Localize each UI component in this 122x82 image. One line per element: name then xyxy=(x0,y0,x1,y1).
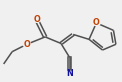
Circle shape xyxy=(66,71,73,76)
Circle shape xyxy=(33,17,41,22)
Text: O: O xyxy=(93,18,100,27)
Text: N: N xyxy=(66,69,73,78)
Circle shape xyxy=(23,42,31,47)
Text: O: O xyxy=(33,15,40,24)
Text: O: O xyxy=(23,40,30,49)
Circle shape xyxy=(92,20,100,26)
